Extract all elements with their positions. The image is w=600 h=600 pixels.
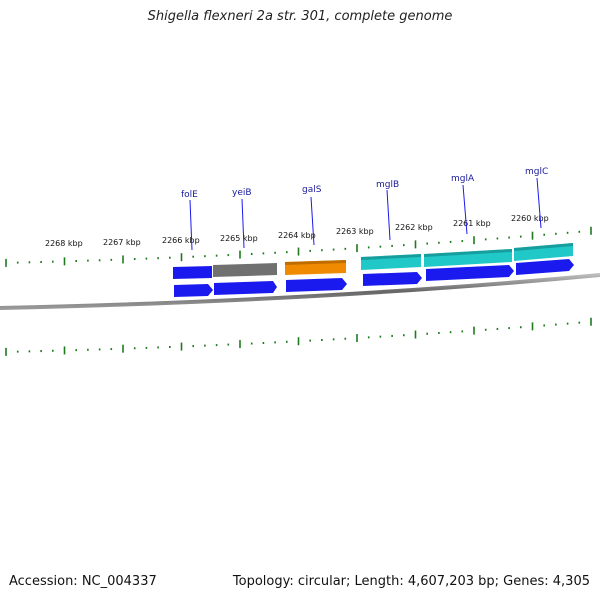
leader-line [462, 184, 468, 235]
map-title: Shigella flexneri 2a str. 301, complete … [147, 9, 453, 24]
cds-track [174, 259, 574, 297]
kbp-label: 2263 kbp [336, 227, 374, 236]
kbp-label: 2261 kbp [453, 219, 491, 228]
shade-edge [514, 243, 573, 251]
gene-label-galS[interactable]: galS [302, 185, 322, 195]
kbp-label: 2266 kbp [162, 236, 200, 245]
kbp-label: 2267 kbp [103, 238, 141, 247]
gene-label-mglB[interactable]: mglB [376, 180, 399, 190]
topology-text: Topology: circular; Length: 4,607,203 bp… [232, 574, 590, 589]
kbp-label: 2260 kbp [511, 214, 549, 223]
kbp-label: 2265 kbp [220, 234, 258, 243]
leader-line [310, 196, 315, 246]
kbp-label: 2262 kbp [395, 223, 433, 232]
leader-line [189, 199, 193, 251]
gene-bar-yeiB[interactable] [213, 263, 277, 277]
shade-edge [285, 260, 346, 265]
shade-edge [361, 254, 421, 260]
gene-bar-folE[interactable] [173, 266, 212, 279]
gene-label-mglC[interactable]: mglC [525, 167, 548, 177]
gene-label-yeiB[interactable]: yeiB [232, 188, 252, 198]
leader-line [386, 189, 391, 241]
gene-label-mglA[interactable]: mglA [451, 174, 475, 184]
kbp-scale: 2268 kbp 2267 kbp 2266 kbp 2265 kbp 2264… [45, 214, 549, 248]
kbp-label: 2264 kbp [278, 231, 316, 240]
cds-arrow-galS[interactable] [286, 278, 347, 292]
cds-arrow-folE[interactable] [174, 284, 213, 297]
cds-arrow-yeiB[interactable] [214, 281, 277, 295]
leader-line [241, 198, 245, 249]
cds-arrow-mglA[interactable] [426, 265, 514, 281]
leader-line [536, 177, 542, 229]
cds-arrow-mglC[interactable] [516, 259, 574, 275]
gene-track [173, 243, 573, 279]
tick-row-top [5, 226, 592, 267]
tick-row-bottom [5, 317, 592, 356]
kbp-label: 2268 kbp [45, 239, 83, 248]
accession-text: Accession: NC_004337 [9, 574, 157, 589]
cds-arrow-mglB[interactable] [363, 272, 422, 286]
genome-backbone [0, 273, 600, 310]
shade-edge [424, 249, 512, 257]
gene-labels: folE yeiB galS mglB mglA mglC [181, 167, 548, 200]
gene-label-folE[interactable]: folE [181, 190, 198, 200]
gene-label-leaders [189, 177, 542, 251]
